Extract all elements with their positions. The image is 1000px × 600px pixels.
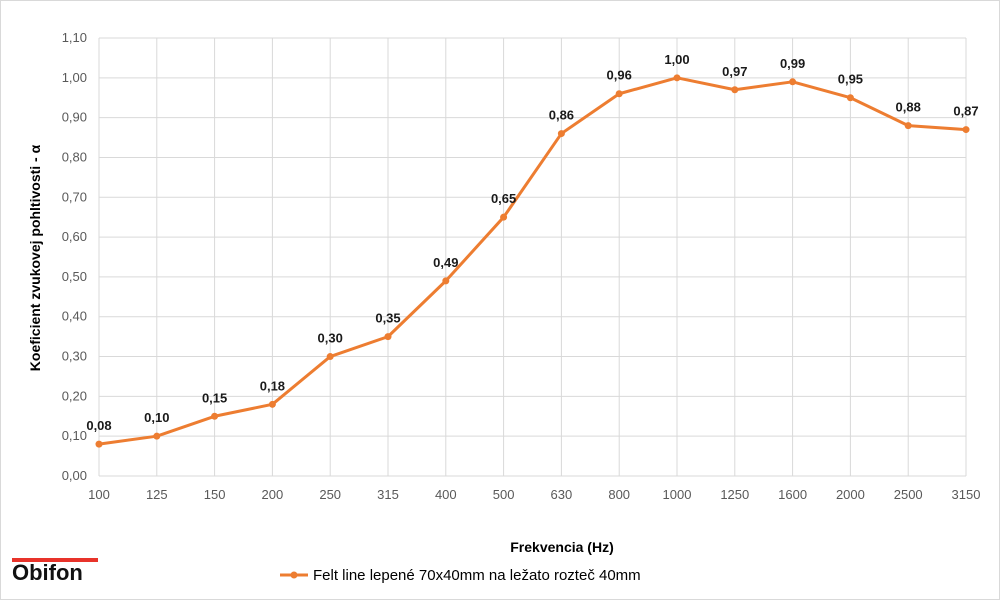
y-tick-label: 0,20 (62, 388, 87, 403)
data-label: 0,10 (144, 410, 169, 425)
data-point (268, 400, 276, 408)
y-tick-label: 0,00 (62, 468, 87, 483)
data-point (326, 353, 334, 361)
data-point (904, 122, 912, 130)
y-tick-label: 1,00 (62, 70, 87, 85)
data-label: 0,86 (549, 108, 574, 123)
y-tick-labels: 0,00 0,10 0,20 0,30 0,40 0,50 0,60 0,70 0,80 0,90… (62, 30, 87, 483)
y-tick-label: 0,70 (62, 189, 87, 204)
y-tick-label: 0,50 (62, 269, 87, 284)
data-point (500, 213, 508, 221)
x-tick-label: 1000 (663, 487, 692, 502)
data-point (211, 412, 219, 420)
data-label: 0,88 (896, 100, 921, 115)
data-point (153, 432, 161, 440)
data-point (846, 94, 854, 102)
series-group (95, 74, 970, 448)
data-label: 0,87 (953, 104, 978, 119)
y-tick-label: 0,10 (62, 428, 87, 443)
data-point (442, 277, 450, 285)
data-labels: 0,08 0,10 0,15 0,18 0,30 0,35 0,49 0,65 0,86 0,96… (86, 52, 978, 433)
data-label: 0,97 (722, 64, 747, 79)
data-label: 0,15 (202, 390, 227, 405)
data-point (615, 90, 623, 98)
x-tick-label: 630 (551, 487, 573, 502)
data-point (731, 86, 739, 94)
y-tick-label: 1,10 (62, 30, 87, 45)
data-point (557, 130, 565, 138)
x-tick-label: 800 (608, 487, 630, 502)
legend-marker (290, 571, 298, 579)
x-tick-label: 500 (493, 487, 515, 502)
x-tick-label: 400 (435, 487, 457, 502)
data-point (673, 74, 681, 82)
data-label: 0,95 (838, 72, 863, 87)
data-label: 0,30 (318, 331, 343, 346)
x-tick-label: 125 (146, 487, 168, 502)
data-label: 0,35 (375, 311, 400, 326)
data-label: 0,18 (260, 378, 285, 393)
x-axis-title: Frekvencia (Hz) (510, 539, 613, 555)
x-tick-label: 2000 (836, 487, 865, 502)
x-tick-label: 150 (204, 487, 226, 502)
data-point (789, 78, 797, 86)
x-tick-label: 100 (88, 487, 110, 502)
data-label: 0,08 (86, 418, 111, 433)
data-label: 0,99 (780, 56, 805, 71)
y-tick-label: 0,90 (62, 110, 87, 125)
data-point (384, 333, 392, 341)
series-line (98, 76, 967, 446)
x-tick-label: 3150 (952, 487, 981, 502)
x-tick-label: 315 (377, 487, 399, 502)
data-label: 0,96 (607, 68, 632, 83)
data-point (95, 440, 103, 448)
x-tick-label: 1250 (720, 487, 749, 502)
x-tick-label: 2500 (894, 487, 923, 502)
y-tick-label: 0,30 (62, 349, 87, 364)
grid-lines (98, 37, 967, 477)
data-point (962, 126, 970, 134)
y-axis-title: Koeficient zvukovej pohltivosti - α (27, 144, 43, 371)
obifon-logo: Obifon (12, 560, 83, 585)
data-label: 1,00 (664, 52, 689, 67)
x-tick-label: 250 (319, 487, 341, 502)
data-label: 0,65 (491, 191, 516, 206)
legend: Felt line lepené 70x40mm na ležato rozte… (280, 567, 641, 584)
x-tick-label: 1600 (778, 487, 807, 502)
data-label: 0,49 (433, 255, 458, 270)
y-tick-label: 0,80 (62, 149, 87, 164)
x-tick-labels: 100 125 150 200 250 315 400 500 630 800 1000 1250 16… (88, 487, 980, 502)
logo-accent-bar (12, 558, 98, 562)
legend-series-name: Felt line lepené 70x40mm na ležato rozte… (313, 567, 641, 584)
y-tick-label: 0,60 (62, 229, 87, 244)
y-tick-label: 0,40 (62, 309, 87, 324)
x-tick-label: 200 (262, 487, 284, 502)
